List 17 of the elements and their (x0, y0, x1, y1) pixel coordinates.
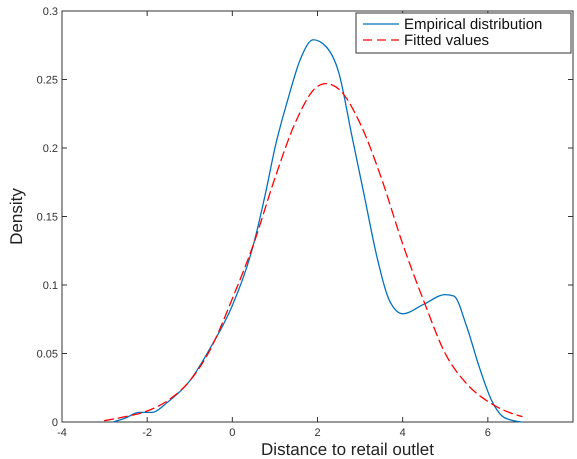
x-tick-label: -2 (142, 427, 152, 439)
x-tick-label: 0 (229, 427, 236, 439)
x-axis-title: Distance to retail outlet (261, 440, 434, 459)
y-tick-label: 0.3 (42, 6, 58, 18)
y-tick-label: 0.05 (36, 348, 58, 360)
legend-label: Fitted values (404, 32, 490, 49)
y-tick-label: 0.15 (36, 212, 58, 224)
x-tick-label: 6 (484, 427, 491, 439)
y-tick-label: 0.25 (36, 74, 58, 86)
x-tick-label: 4 (400, 427, 406, 439)
legend-label: Empirical distribution (404, 16, 542, 33)
y-tick-label: 0.1 (42, 280, 58, 292)
y-axis-title: Density (7, 188, 26, 245)
y-tick-label: 0.2 (42, 143, 58, 155)
x-tick-label: 2 (314, 427, 321, 439)
y-tick-label: 0 (52, 417, 58, 429)
x-tick-label: -4 (57, 427, 67, 439)
